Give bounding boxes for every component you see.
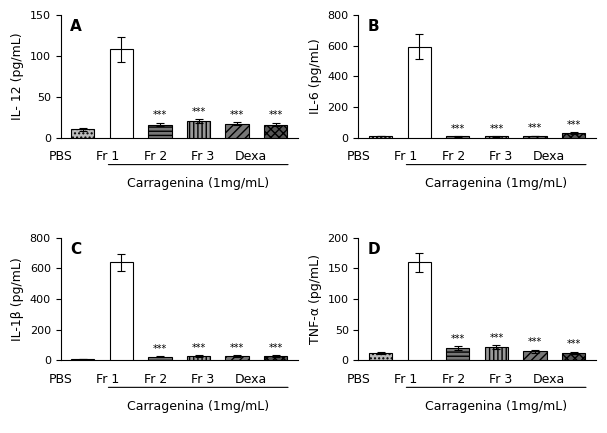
Bar (369, 136, 392, 138)
Text: PBS: PBS (49, 373, 72, 386)
Bar (446, 136, 469, 138)
Text: A: A (70, 19, 82, 34)
Bar (446, 348, 469, 360)
Text: B: B (368, 19, 379, 34)
Text: Dexa: Dexa (532, 150, 565, 163)
Text: ***: *** (153, 110, 167, 120)
Text: Fr 1: Fr 1 (97, 373, 120, 386)
Text: Fr 1: Fr 1 (395, 150, 418, 163)
Text: D: D (368, 242, 381, 256)
Bar (562, 133, 585, 138)
Bar (264, 356, 287, 360)
Bar (148, 356, 172, 360)
Text: ***: *** (191, 343, 206, 352)
Bar (148, 125, 172, 138)
Text: ***: *** (566, 120, 581, 130)
Bar (562, 353, 585, 360)
Text: Carragenina (1mg/mL): Carragenina (1mg/mL) (127, 400, 270, 413)
Text: Fr 1: Fr 1 (97, 150, 120, 163)
Text: Fr 3: Fr 3 (489, 373, 512, 386)
Text: Fr 2: Fr 2 (442, 150, 465, 163)
Text: Carragenina (1mg/mL): Carragenina (1mg/mL) (425, 177, 567, 190)
Text: ***: *** (451, 124, 465, 134)
Text: PBS: PBS (347, 150, 370, 163)
Text: ***: *** (191, 107, 206, 117)
Text: Fr 3: Fr 3 (191, 373, 215, 386)
Text: ***: *** (153, 343, 167, 353)
Bar (110, 262, 133, 360)
Bar (264, 125, 287, 138)
Bar (485, 347, 508, 360)
Text: Fr 3: Fr 3 (489, 150, 512, 163)
Bar (408, 262, 431, 360)
Text: ***: *** (528, 123, 542, 133)
Bar (187, 356, 210, 360)
Bar (523, 136, 546, 138)
Bar (71, 129, 95, 138)
Text: Fr 3: Fr 3 (191, 150, 215, 163)
Bar (110, 49, 133, 138)
Bar (187, 121, 210, 138)
Text: Dexa: Dexa (234, 373, 266, 386)
Text: Fr 2: Fr 2 (144, 373, 167, 386)
Y-axis label: IL-1β (pg/mL): IL-1β (pg/mL) (11, 257, 24, 341)
Text: ***: *** (489, 124, 504, 134)
Text: ***: *** (489, 333, 504, 343)
Bar (225, 124, 249, 138)
Text: ***: *** (528, 337, 542, 347)
Bar (485, 136, 508, 138)
Text: Carragenina (1mg/mL): Carragenina (1mg/mL) (127, 177, 270, 190)
Text: ***: *** (268, 343, 283, 353)
Y-axis label: IL-6 (pg/mL): IL-6 (pg/mL) (309, 39, 322, 114)
Text: ***: *** (230, 343, 244, 352)
Y-axis label: TNF-α (pg/mL): TNF-α (pg/mL) (309, 254, 322, 344)
Text: PBS: PBS (49, 150, 72, 163)
Text: ***: *** (566, 339, 581, 349)
Bar (523, 351, 546, 360)
Text: Fr 2: Fr 2 (144, 150, 167, 163)
Text: Dexa: Dexa (234, 150, 266, 163)
Bar (369, 353, 392, 360)
Text: ***: *** (268, 110, 283, 120)
Text: Carragenina (1mg/mL): Carragenina (1mg/mL) (425, 400, 567, 413)
Bar (408, 46, 431, 138)
Bar (225, 356, 249, 360)
Text: ***: *** (230, 110, 244, 120)
Text: Fr 1: Fr 1 (395, 373, 418, 386)
Y-axis label: IL- 12 (pg/mL): IL- 12 (pg/mL) (12, 32, 24, 120)
Text: ***: *** (451, 334, 465, 344)
Bar (71, 359, 95, 360)
Text: C: C (70, 242, 81, 256)
Text: PBS: PBS (347, 373, 370, 386)
Text: Fr 2: Fr 2 (442, 373, 465, 386)
Text: Dexa: Dexa (532, 373, 565, 386)
